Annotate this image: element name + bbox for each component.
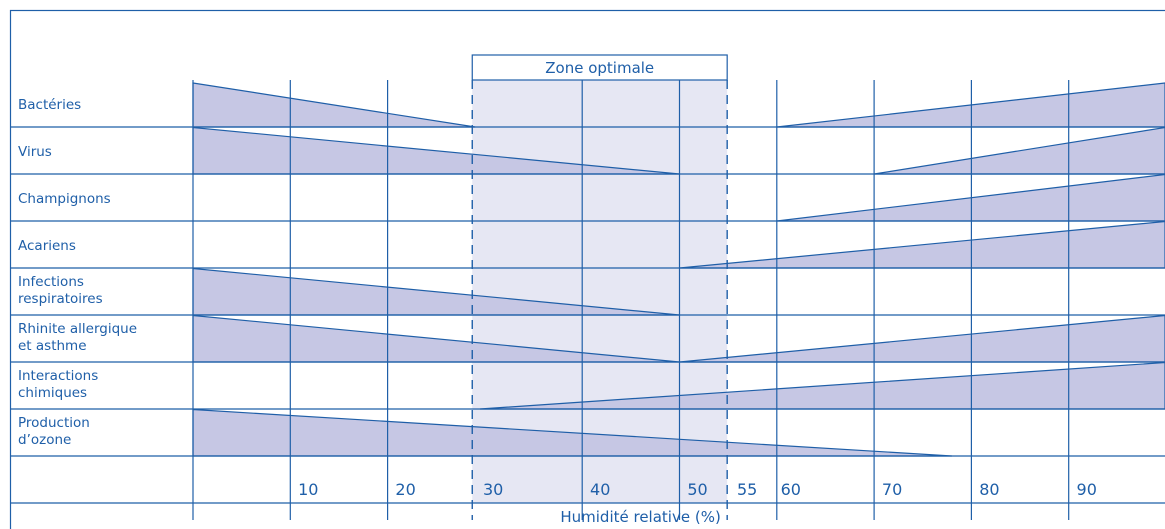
wedge-high — [679, 220, 1165, 269]
x-tick-label: 70 — [882, 480, 902, 499]
row-label: Champignons — [18, 191, 111, 207]
row-label: Rhinite allergique et asthme — [18, 321, 137, 354]
chart-frame — [9, 9, 1165, 529]
row-label: Production d’ozone — [18, 415, 90, 448]
x-tick-label: 40 — [590, 480, 610, 499]
optimal-zone-label-box — [471, 54, 728, 81]
row-label-line: respiratoires — [18, 291, 103, 307]
grid-layer — [9, 9, 1165, 529]
optimal-zone-label: Zone optimale — [545, 59, 654, 77]
optimal-zone-box: Zone optimale — [471, 54, 728, 81]
x-tick-label: 80 — [979, 480, 999, 499]
x-tick-label: 30 — [483, 480, 503, 499]
row-label-line: Bactéries — [18, 97, 81, 113]
wedge-high — [874, 126, 1165, 175]
row-label: Acariens — [18, 238, 76, 254]
row-labels: Bactéries Virus Champignons Acariens Infecti… — [18, 97, 137, 448]
row-label-line: Champignons — [18, 191, 111, 207]
x-tick-label: 20 — [395, 480, 415, 499]
row-label-line: Infections — [18, 274, 84, 290]
x-tick-label: 10 — [298, 480, 318, 499]
x-tick-label: 55 — [737, 480, 757, 499]
row-label-line: et asthme — [18, 338, 87, 354]
row-label-line: Interactions — [18, 368, 98, 384]
row-label-line: Rhinite allergique — [18, 321, 137, 337]
wedge-low — [192, 82, 476, 128]
row-label: Infections respiratoires — [18, 274, 103, 307]
wedge-high — [679, 314, 1165, 363]
row-label-line: d’ozone — [18, 432, 71, 448]
x-axis-label: Humidité relative (%) — [560, 508, 720, 526]
row-label: Bactéries — [18, 97, 81, 113]
row-label: Interactions chimiques — [18, 368, 98, 401]
x-tick-label: 90 — [1077, 480, 1097, 499]
row-label-line: chimiques — [18, 385, 87, 401]
row-label-line: Virus — [18, 144, 52, 160]
x-tick-labels: 10 20 30 40 50 55 60 70 80 90 — [298, 480, 1097, 499]
row-label-line: Production — [18, 415, 90, 431]
row-label: Virus — [18, 144, 52, 160]
x-tick-label: 60 — [781, 480, 801, 499]
row-label-line: Acariens — [18, 238, 76, 254]
x-tick-label: 50 — [687, 480, 707, 499]
